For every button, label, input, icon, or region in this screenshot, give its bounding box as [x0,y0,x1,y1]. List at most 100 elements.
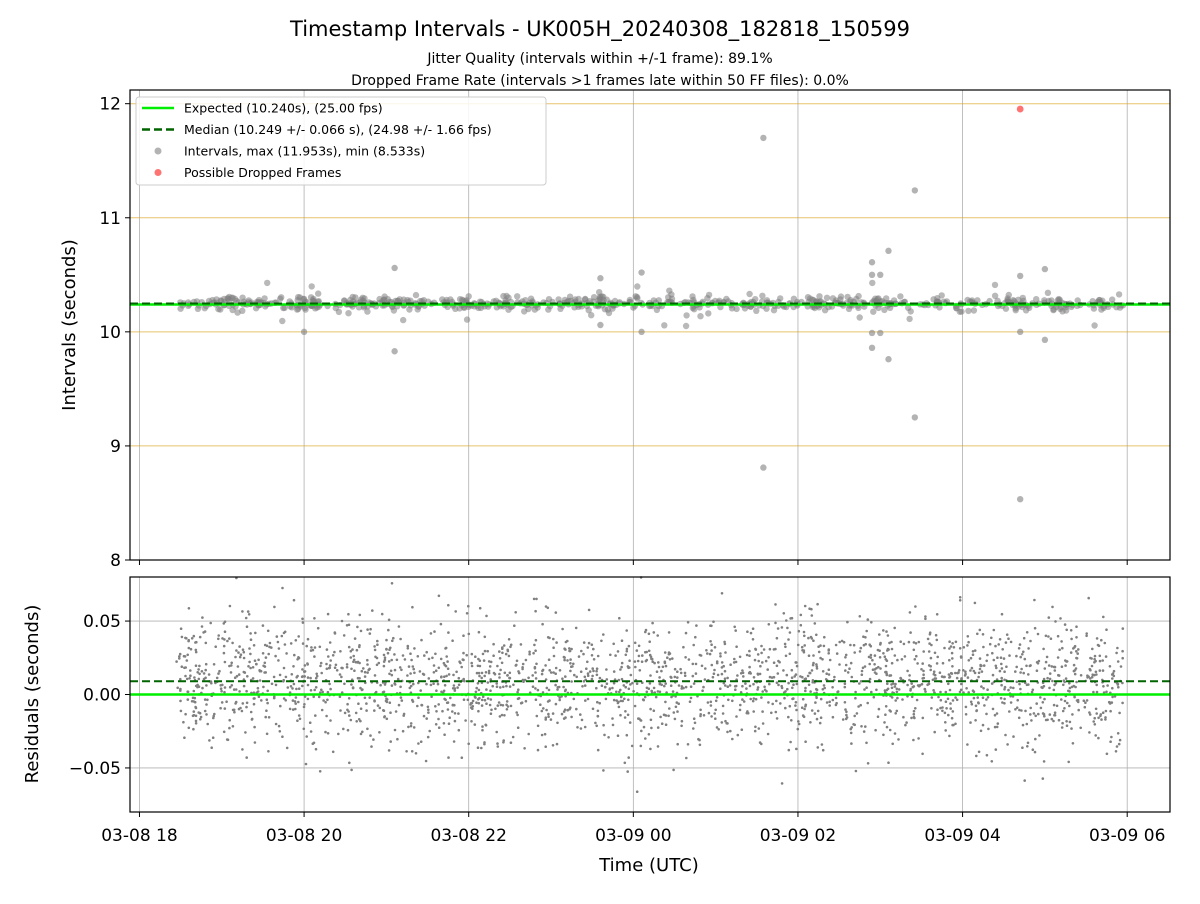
interval-outlier-point [868,329,876,337]
residual-point [288,691,292,694]
residual-point [220,701,224,704]
residual-point [1014,708,1017,711]
interval-outlier-point [868,344,876,352]
residual-point [285,652,288,655]
residual-point [411,700,415,703]
residual-point [396,737,399,741]
residual-point [688,700,692,703]
residual-point [1095,683,1098,687]
residual-point [598,701,601,705]
residual-point [1105,628,1108,631]
legend-median-label: Median (10.249 +/- 0.066 s), (24.98 +/- … [184,122,492,137]
residual-point [495,685,499,688]
residual-point [535,662,538,666]
residual-point [228,726,231,730]
residual-point [1061,709,1065,713]
residual-point [244,616,248,620]
residual-point [790,668,794,672]
residual-point [289,685,293,688]
residual-point [333,666,337,669]
residual-point [962,646,966,649]
residual-point [860,725,863,728]
interval-point [705,291,713,299]
residual-point [258,669,262,673]
residual-point [991,651,994,655]
residual-point [502,644,506,647]
residual-point [710,715,713,718]
residual-point [459,661,462,665]
interval-point [753,307,760,314]
residual-point [278,730,282,733]
residual-point [1019,671,1022,674]
residual-point [775,681,779,684]
residual-point [277,659,280,662]
residual-point [1090,664,1094,668]
residual-point [759,664,762,668]
interval-point [869,279,876,287]
residual-point [863,665,867,668]
residual-point [205,703,208,706]
residual-point [317,695,321,699]
residual-point [729,729,732,733]
residual-point [794,701,798,704]
interval-point [400,316,407,324]
residual-point [443,733,446,736]
residual-point [815,665,819,668]
residual-point [752,697,756,700]
residual-point [676,676,679,679]
interval-point [991,281,999,289]
residual-point [446,708,450,711]
residual-point [447,631,450,634]
residual-point [1017,647,1021,650]
residual-point [1030,690,1034,694]
x-tick-label: 03-09 06 [1089,826,1165,846]
residual-point [1083,705,1087,709]
residual-point [652,631,656,634]
residual-point [960,677,963,680]
interval-point [1050,306,1057,314]
residual-point [441,709,444,713]
residual-point [266,689,270,693]
residual-point [1101,659,1104,662]
residual-point [1097,644,1101,648]
residual-point [993,713,997,717]
residual-point [684,685,688,689]
residual-point [376,643,379,646]
residual-point [358,661,361,665]
residual-point [297,656,301,660]
residual-point [249,666,252,670]
residual-point [1069,651,1073,654]
residual-point [673,675,677,679]
residual-point [649,707,652,711]
residual-point [649,674,652,677]
residual-point [584,699,587,702]
residual-point [407,725,410,729]
residual-point [682,645,685,649]
residual-point [888,641,891,645]
residual-point [1043,667,1047,670]
residual-point [366,727,369,731]
residual-point [859,680,863,683]
residual-point [677,684,681,687]
residual-point [1003,702,1006,705]
residual-point [295,687,298,691]
residual-point [509,741,513,744]
residual-point [663,684,666,688]
residual-point [549,671,553,674]
residual-point [274,654,277,658]
residual-point [704,667,707,670]
residual-point [586,646,590,649]
residual-point [1059,617,1062,620]
residual-point [891,742,894,746]
residual-point [293,653,296,657]
residual-point [877,665,880,669]
residual-point [388,672,391,676]
residual-point [353,669,356,672]
residual-point [1037,712,1040,716]
residual-point [913,716,916,720]
residual-point [308,721,312,724]
residual-point [1098,659,1102,663]
residual-point [752,676,756,679]
residual-point [595,686,598,690]
residual-point [419,689,423,692]
